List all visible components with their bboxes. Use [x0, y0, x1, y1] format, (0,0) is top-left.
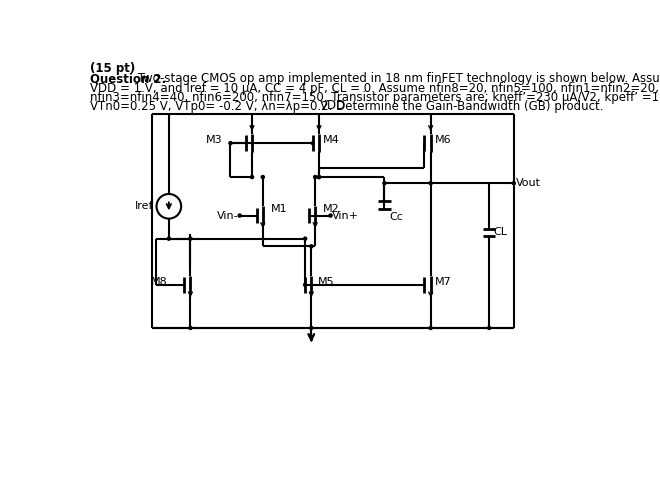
Circle shape: [168, 237, 170, 240]
Circle shape: [189, 237, 192, 240]
Text: VTn0=0.25 V, VTp0= -0.2 V, λn=λp=0.2. Determine the Gain-Bandwidth (GB) product.: VTn0=0.25 V, VTp0= -0.2 V, λn=λp=0.2. De…: [90, 100, 604, 113]
Text: Two-stage CMOS op amp implemented in 18 nm finFET technology is shown below. Ass: Two-stage CMOS op amp implemented in 18 …: [134, 72, 660, 86]
Circle shape: [429, 182, 432, 184]
Circle shape: [317, 176, 321, 178]
Text: M2: M2: [323, 204, 340, 214]
Text: Vin-: Vin-: [216, 210, 238, 220]
Text: VDD = 1 V, and Iref = 10 μA, CC = 4 pF, CL = 0. Assume nfin8=20, nfin5=100, nfin: VDD = 1 V, and Iref = 10 μA, CC = 4 pF, …: [90, 82, 659, 94]
Text: nfin3=nfin4=40, nfin6=200, nfin7=150. Transistor parameters are; kneff’=230 μA/V: nfin3=nfin4=40, nfin6=200, nfin7=150. Tr…: [90, 91, 660, 104]
Circle shape: [317, 176, 321, 178]
Text: CL: CL: [494, 228, 508, 237]
Text: Vout: Vout: [516, 178, 541, 188]
Circle shape: [310, 326, 313, 330]
Text: M6: M6: [434, 135, 451, 145]
Text: Vin+: Vin+: [332, 210, 359, 220]
Circle shape: [429, 326, 432, 330]
Text: M7: M7: [434, 277, 451, 287]
Circle shape: [512, 182, 515, 184]
Text: M5: M5: [317, 277, 334, 287]
Circle shape: [304, 237, 307, 240]
Circle shape: [261, 176, 265, 178]
Text: M1: M1: [271, 204, 287, 214]
Circle shape: [229, 142, 232, 144]
Text: Cc: Cc: [389, 212, 403, 222]
Text: VDD: VDD: [319, 98, 346, 112]
Text: M3: M3: [206, 135, 223, 145]
Circle shape: [383, 182, 386, 184]
Circle shape: [488, 326, 490, 330]
Text: (15 pt): (15 pt): [90, 62, 135, 76]
Text: Iref: Iref: [135, 202, 153, 211]
Circle shape: [314, 176, 317, 178]
Circle shape: [312, 142, 314, 144]
Circle shape: [189, 326, 192, 330]
Circle shape: [310, 245, 313, 248]
Circle shape: [329, 214, 332, 217]
Text: M8: M8: [150, 277, 168, 287]
Text: Question 2.: Question 2.: [90, 72, 166, 86]
Text: M4: M4: [323, 135, 340, 145]
Circle shape: [251, 176, 253, 178]
Circle shape: [238, 214, 242, 217]
Circle shape: [304, 284, 307, 286]
